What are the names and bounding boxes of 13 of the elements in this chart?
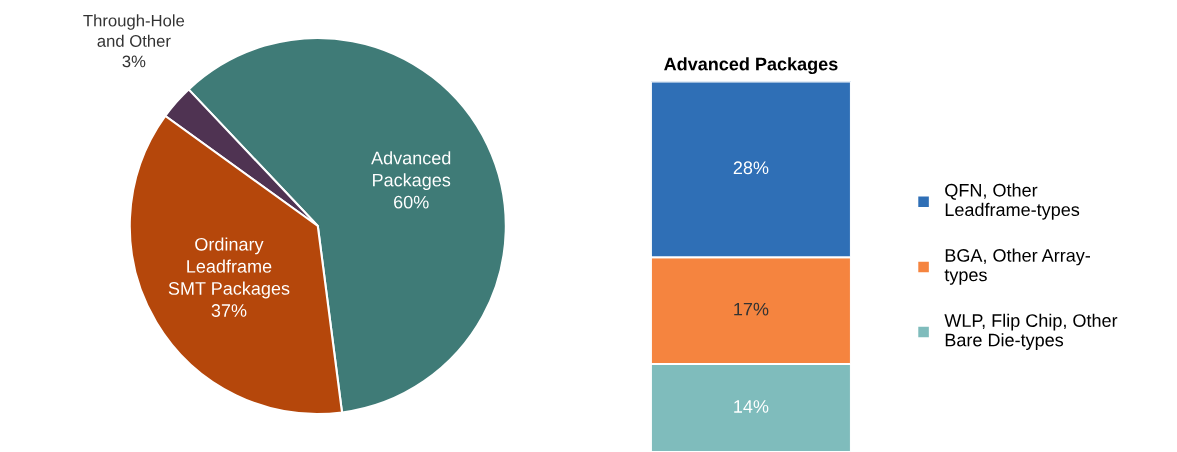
legend-label: QFN, Other Leadframe-types [945, 183, 1080, 220]
data-label: 60% [394, 195, 429, 209]
data-label: 17% [734, 302, 769, 316]
legend-label: BGA, Other Array- types [944, 248, 1091, 285]
data-label: 37% [211, 304, 247, 317]
legend-label: WLP, Flip Chip, Other Bare Die-types [944, 313, 1118, 350]
data-label: 14% [734, 400, 769, 413]
slice-label: Ordinary Leadframe SMT Packages [168, 237, 290, 299]
chart-title: Advanced Packages [664, 57, 838, 75]
data-label: 28% [733, 161, 769, 175]
slice-label: Advanced Packages [371, 151, 451, 191]
slice-label: Through-Hole and Other [83, 14, 185, 47]
data-label: 3% [122, 55, 146, 68]
